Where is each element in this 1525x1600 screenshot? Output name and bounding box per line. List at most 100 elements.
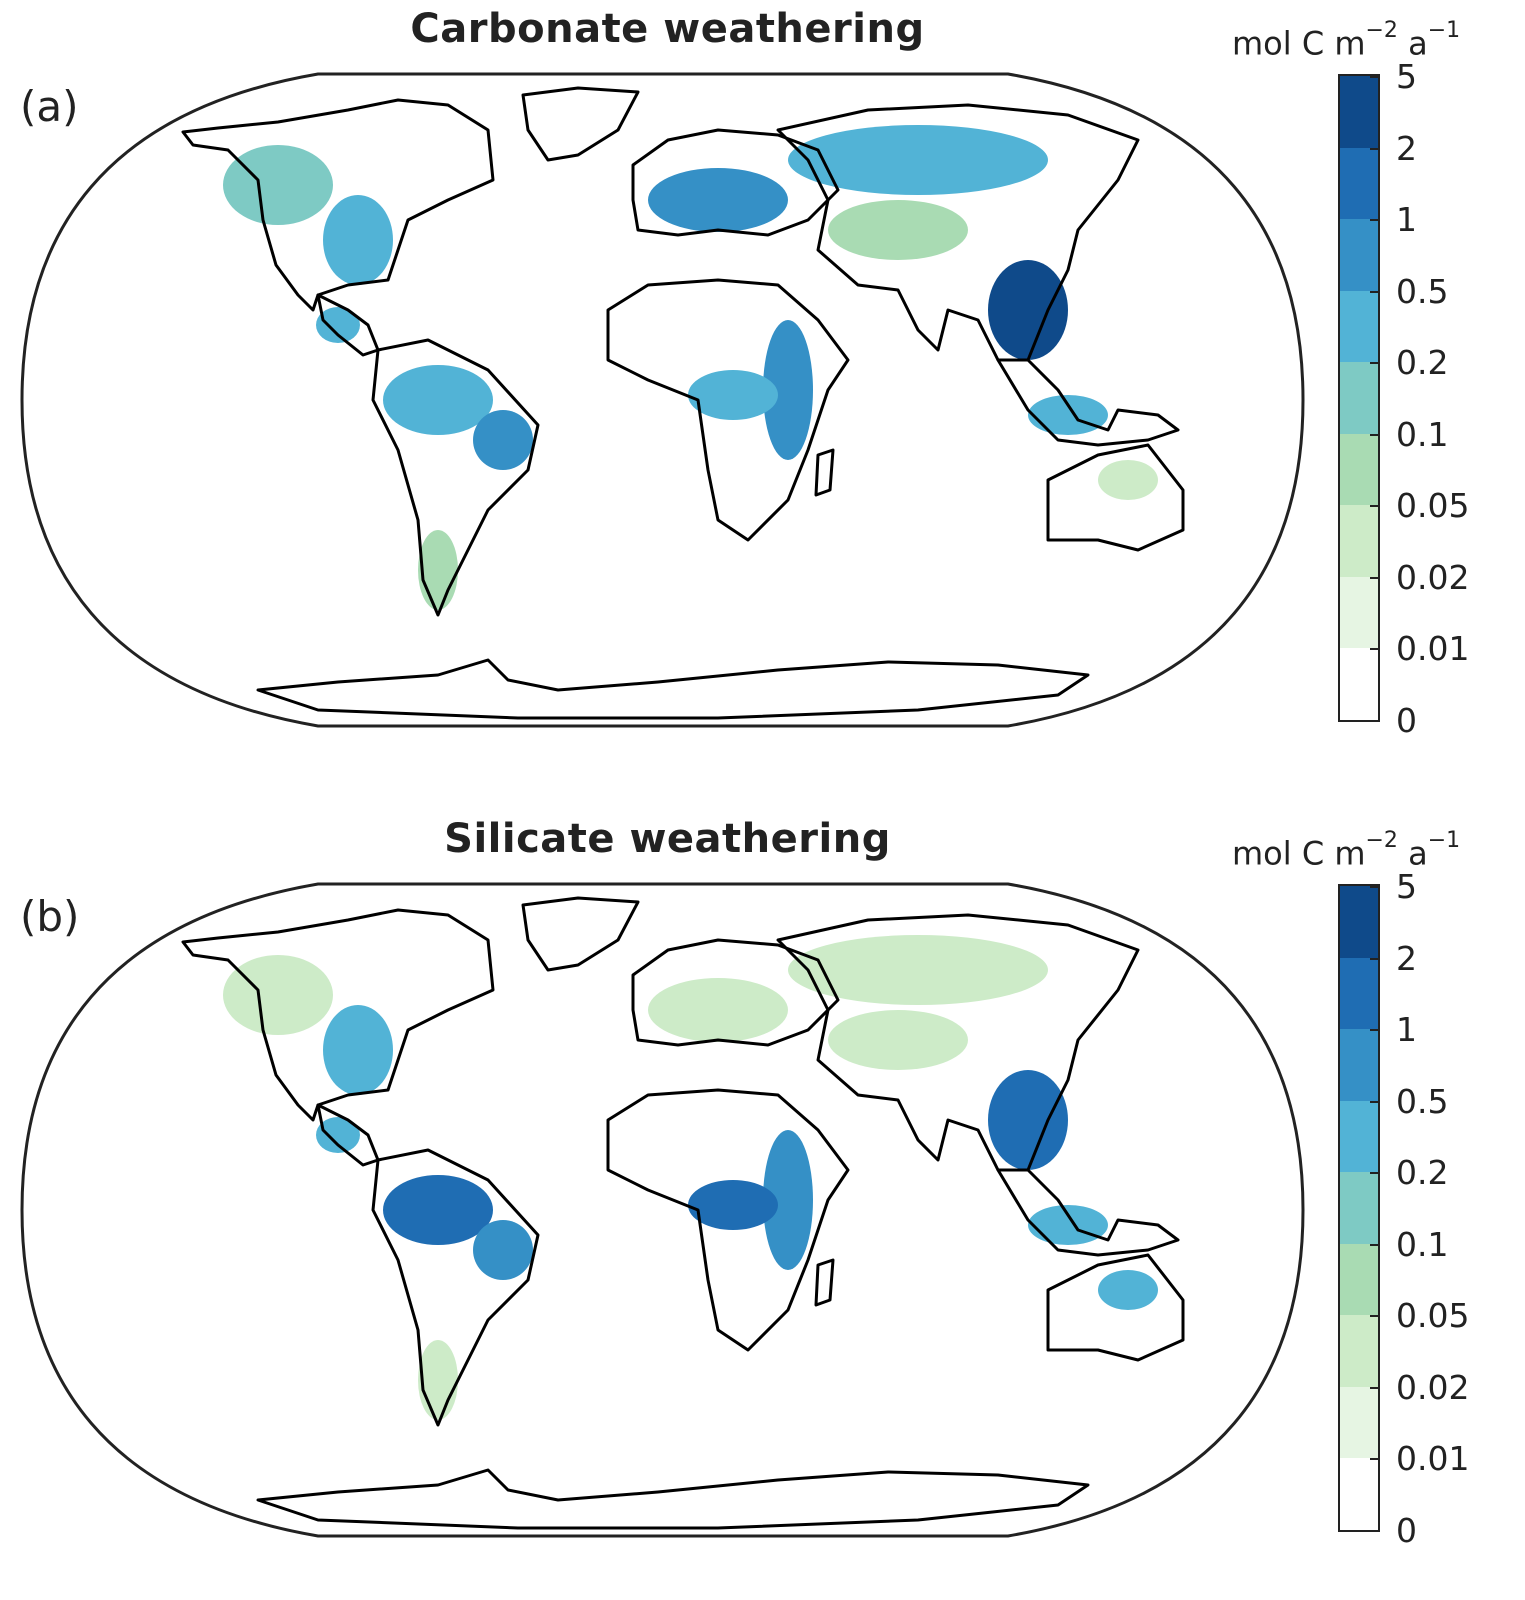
colorbar-tick-label: 0.05 — [1396, 486, 1470, 526]
region-siberia — [788, 935, 1048, 1005]
coastline-greenland — [521, 86, 640, 162]
colorbar-segment — [1340, 290, 1378, 363]
region-southeast-asia — [1028, 395, 1108, 435]
colorbar-segment — [1340, 76, 1378, 148]
colorbar-tick — [1370, 720, 1380, 722]
colorbar-tick-label: 0.1 — [1396, 1224, 1449, 1264]
panel-silicate: Silicate weathering (b) mol C m−2 a−1 5 2… — [0, 810, 1525, 1600]
colorbar-tick — [1370, 219, 1380, 222]
colorbar-segment — [1340, 362, 1378, 434]
colorbar-unit: mol C m−2 a−1 — [1232, 828, 1461, 873]
coastline-antarctica — [256, 1468, 1090, 1530]
colorbar-segment — [1340, 648, 1378, 720]
region-eastern-us — [323, 1005, 393, 1095]
region-north-america — [223, 955, 333, 1035]
coastline-southeast-asia — [996, 358, 1180, 447]
region-southeast-asia — [1028, 1205, 1108, 1245]
region-east-africa — [763, 320, 813, 460]
colorbar-segment — [1340, 886, 1378, 958]
colorbar-tick-label: 2 — [1396, 128, 1417, 168]
colorbar-tick-label: 0.01 — [1396, 1439, 1470, 1479]
coastlines — [181, 896, 1185, 1530]
coastline-south-america — [371, 338, 540, 617]
colorbar-tick-label: 0.05 — [1396, 1296, 1470, 1336]
region-central-africa — [688, 1180, 778, 1230]
coastline-north-america — [181, 98, 495, 312]
region-central-america — [316, 307, 360, 343]
colorbar-tick — [1370, 147, 1380, 150]
colorbar-tick-label: 0.2 — [1396, 343, 1449, 383]
region-central-africa — [688, 370, 778, 420]
colorbar-tick-label: 0.5 — [1396, 1081, 1449, 1121]
coastline-africa — [606, 1088, 850, 1352]
colorbar-tick-label: 1 — [1396, 1010, 1417, 1050]
colorbar-tick — [1370, 1029, 1380, 1032]
colorbar-tick-label: 2 — [1396, 938, 1417, 978]
coastline-greenland — [521, 896, 640, 972]
world-map — [20, 882, 1305, 1538]
colorbar-tick-label: 0 — [1396, 1511, 1417, 1550]
coastline-australia — [1046, 443, 1185, 552]
colorbar-tick — [1370, 433, 1380, 436]
region-eastern-brazil — [473, 1220, 533, 1280]
colorbar-tick-label: 0.2 — [1396, 1153, 1449, 1193]
coastline-south-america — [371, 1148, 540, 1427]
coastline-central-america — [316, 1103, 380, 1167]
region-south-china — [988, 1070, 1068, 1170]
coastline-madagascar — [814, 1258, 835, 1307]
world-map — [20, 72, 1305, 728]
coastline-africa — [606, 278, 850, 542]
colorbar-tick-label: 0.02 — [1396, 557, 1470, 597]
colorbar-tick — [1370, 886, 1380, 888]
coastline-europe — [631, 938, 840, 1047]
colorbar-tick-label: 1 — [1396, 200, 1417, 240]
panel-label: (b) — [20, 892, 80, 941]
weathering-shading — [223, 935, 1158, 1420]
region-central-asia — [828, 200, 968, 260]
colorbar-segment — [1340, 1029, 1378, 1101]
colorbar-tick — [1370, 648, 1380, 651]
colorbar-segment — [1340, 957, 1378, 1030]
colorbar-tick — [1370, 1458, 1380, 1461]
region-amazon — [383, 1175, 493, 1245]
region-east-africa — [763, 1130, 813, 1270]
colorbar-tick-label: 0 — [1396, 701, 1417, 740]
colorbar-tick-label: 0.02 — [1396, 1367, 1470, 1407]
region-amazon — [383, 365, 493, 435]
region-europe — [648, 168, 788, 232]
colorbar-segment — [1340, 1458, 1378, 1530]
colorbar-segment — [1340, 1100, 1378, 1173]
colorbar-tick-label: 0.1 — [1396, 414, 1449, 454]
panel-label: (a) — [20, 82, 79, 131]
colorbar-segment — [1340, 1172, 1378, 1244]
region-europe — [648, 978, 788, 1042]
colorbar — [1338, 74, 1380, 722]
coastline-antarctica — [256, 658, 1090, 720]
colorbar-tick — [1370, 290, 1380, 293]
colorbar-unit: mol C m−2 a−1 — [1232, 18, 1461, 63]
panel-title: Silicate weathering — [444, 816, 891, 862]
region-south-china — [988, 260, 1068, 360]
panel-carbonate: Carbonate weathering (a) mol C m−2 a−1 5… — [0, 0, 1525, 790]
region-central-america — [316, 1117, 360, 1153]
colorbar-tick-label: 5 — [1396, 57, 1417, 96]
panel-title: Carbonate weathering — [410, 6, 925, 52]
colorbar-tick — [1370, 1172, 1380, 1175]
colorbar — [1338, 884, 1380, 1532]
colorbar-tick — [1370, 1315, 1380, 1318]
region-patagonia — [418, 1340, 458, 1420]
coastline-australia — [1046, 1253, 1185, 1362]
colorbar-segment — [1340, 576, 1378, 649]
colorbar-segment — [1340, 433, 1378, 506]
colorbar-tick-label: 0.01 — [1396, 629, 1470, 669]
colorbar-tick — [1370, 576, 1380, 579]
colorbar-tick-label: 5 — [1396, 867, 1417, 906]
coastline-europe — [631, 128, 840, 237]
colorbar-tick — [1370, 362, 1380, 365]
coastline-madagascar — [814, 448, 835, 497]
colorbar-segment — [1340, 147, 1378, 220]
colorbar-tick — [1370, 76, 1380, 78]
colorbar-tick-label: 0.5 — [1396, 271, 1449, 311]
colorbar-tick — [1370, 1243, 1380, 1246]
colorbar-tick — [1370, 1100, 1380, 1103]
